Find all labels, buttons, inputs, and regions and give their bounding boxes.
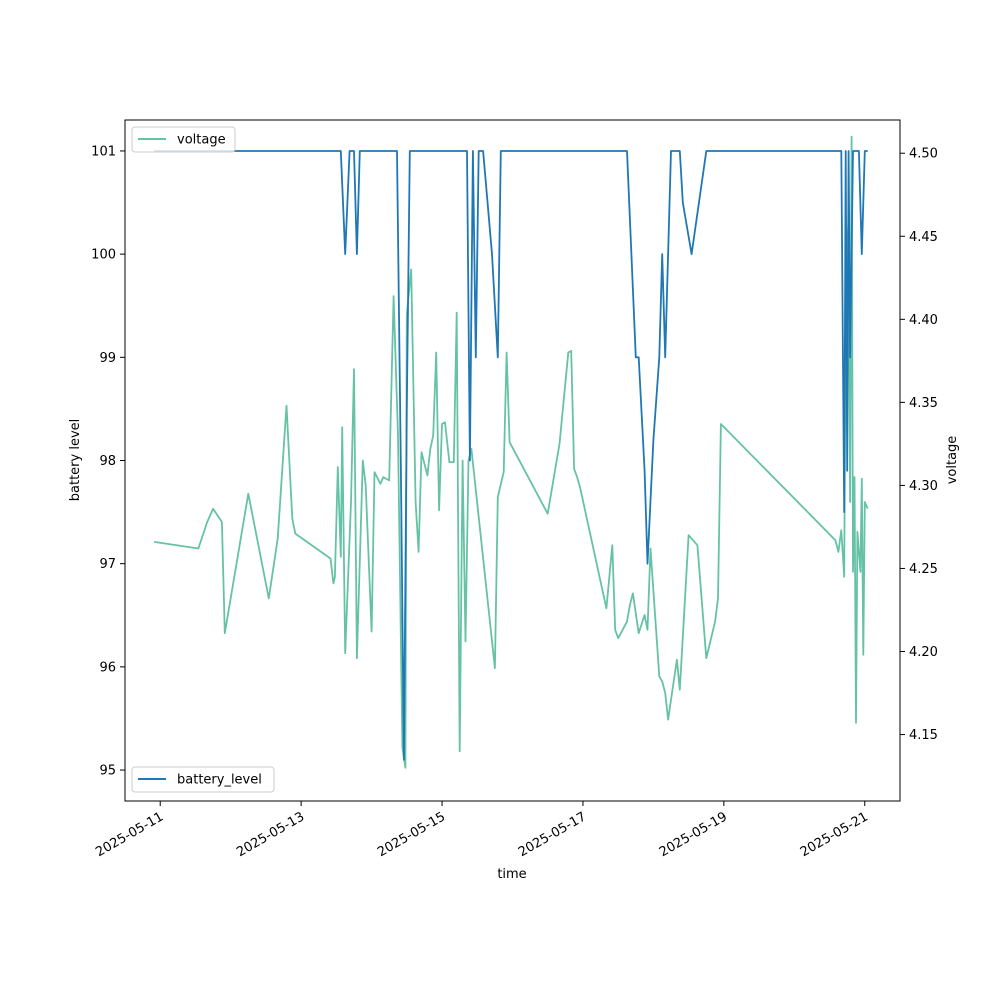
y-tick-label: 99 [99,351,116,366]
y-axis-label: battery level [68,419,83,502]
series-line-voltage [153,135,869,769]
y-tick-label: 98 [99,454,116,469]
x-tick-label: 2025-05-15 [375,809,448,860]
x-tick-label: 2025-05-13 [234,809,307,860]
y2-tick-label: 4.40 [909,313,938,328]
y-tick-label: 95 [99,764,116,779]
legend-battery-level: battery_level [131,766,275,793]
legend-battery-label: battery_level [177,773,262,788]
y2-tick-label: 4.35 [909,396,938,411]
y-tick-label: 101 [91,144,116,159]
y-tick-label: 96 [99,660,116,675]
x-axis-label: time [497,867,526,882]
x-tick-label: 2025-05-11 [93,809,166,860]
series-line-battery-level [154,150,868,761]
y2-tick-label: 4.15 [909,728,938,743]
y2-axis-label: voltage [945,436,960,485]
y2-tick-label: 4.50 [909,147,938,162]
y-tick-label: 97 [99,557,116,572]
x-tick-label: 2025-05-17 [516,809,589,860]
y2-tick-label: 4.20 [909,645,938,660]
plot-frame [124,119,901,802]
y-axis-right: 4.15 4.20 4.25 4.30 4.35 4.40 4.45 4.50 [900,147,938,743]
legend-voltage-box [131,126,236,153]
y2-tick-label: 4.30 [909,479,938,494]
legend-battery-box [131,766,275,793]
y2-tick-label: 4.45 [909,230,938,245]
y2-tick-label: 4.25 [909,562,938,577]
x-tick-label: 2025-05-21 [798,809,871,860]
x-tick-label: 2025-05-19 [657,809,730,860]
legend-voltage-label: voltage [177,133,226,148]
x-axis: 2025-05-11 2025-05-13 2025-05-15 2025-05-17… [93,801,871,860]
series-layer [153,135,869,769]
legend-voltage: voltage [131,126,236,153]
y-tick-label: 100 [91,248,116,263]
y-axis-left: 95 96 97 98 99 100 101 [91,144,125,779]
